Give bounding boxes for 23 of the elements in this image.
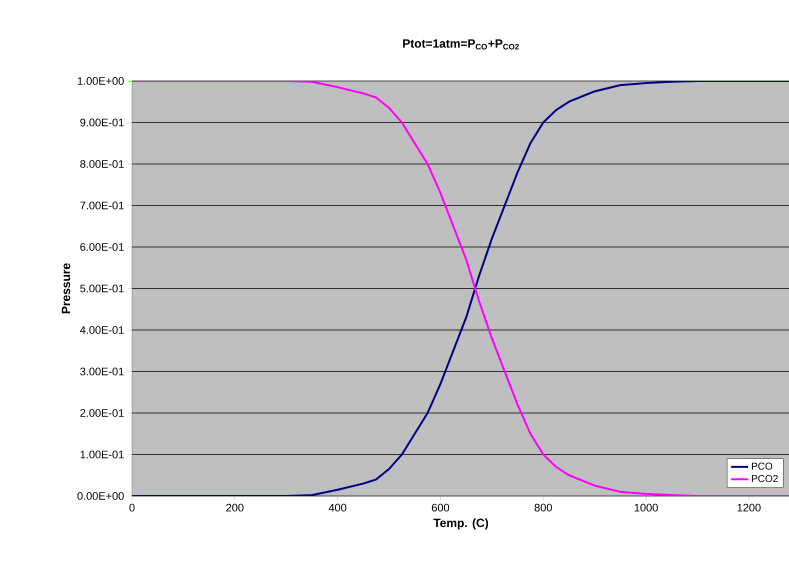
x-tick-label: 0 bbox=[129, 504, 135, 512]
x-tick-label: 200 bbox=[226, 504, 244, 512]
y-tick-label: 5.00E-01 bbox=[80, 284, 124, 292]
y-tick-label: 6.00E-01 bbox=[80, 243, 124, 251]
x-axis-title: Temp. (C) bbox=[433, 518, 488, 530]
chart-title: Ptot=1atm=P$_{CO}$+P$_{CO2}$ bbox=[403, 39, 519, 50]
x-tick-label: 1000 bbox=[634, 504, 658, 512]
y-axis-title: Pressure bbox=[62, 263, 70, 314]
x-tick-label: 600 bbox=[432, 504, 450, 512]
y-tick-label: 4.00E-01 bbox=[80, 326, 124, 334]
y-tick-label: 3.00E-01 bbox=[80, 368, 124, 376]
x-tick-label: 800 bbox=[534, 504, 552, 512]
y-tick-label: 8.00E-01 bbox=[80, 160, 124, 168]
y-tick-label: 1.00E-01 bbox=[80, 450, 124, 458]
legend-label: PCO bbox=[752, 462, 772, 470]
legend-label: PCO2 bbox=[752, 475, 778, 482]
x-tick-label: 400 bbox=[328, 504, 346, 512]
x-tick-label: 1200 bbox=[738, 504, 761, 512]
y-tick-label: 7.00E-01 bbox=[80, 202, 124, 210]
y-tick-label: 0.00E+00 bbox=[77, 492, 124, 500]
y-tick-label: 1.00E+00 bbox=[78, 77, 124, 85]
y-tick-label: 9.00E-01 bbox=[80, 118, 124, 126]
y-tick-label: 2.00E-01 bbox=[80, 409, 124, 417]
